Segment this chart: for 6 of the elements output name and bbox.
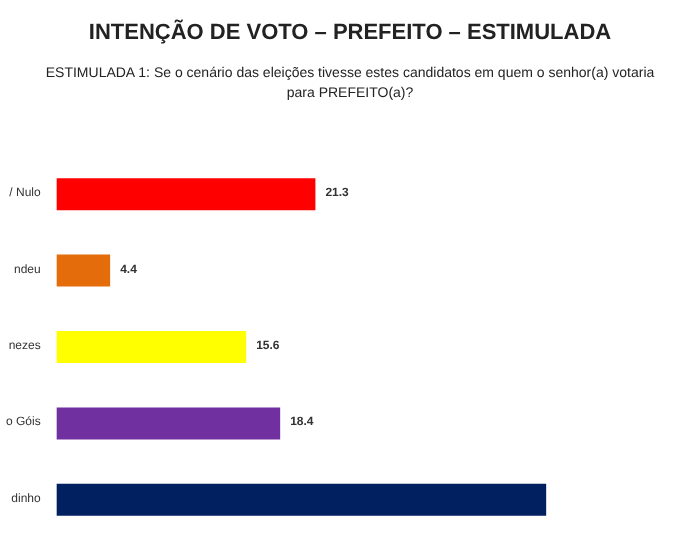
bar: [56, 407, 281, 440]
bar: [56, 483, 547, 516]
bar: [56, 331, 247, 363]
bar: [56, 254, 111, 287]
bar: [56, 178, 316, 211]
chart-title: INTENÇÃO DE VOTO – PREFEITO – ESTIMULADA: [88, 19, 612, 45]
